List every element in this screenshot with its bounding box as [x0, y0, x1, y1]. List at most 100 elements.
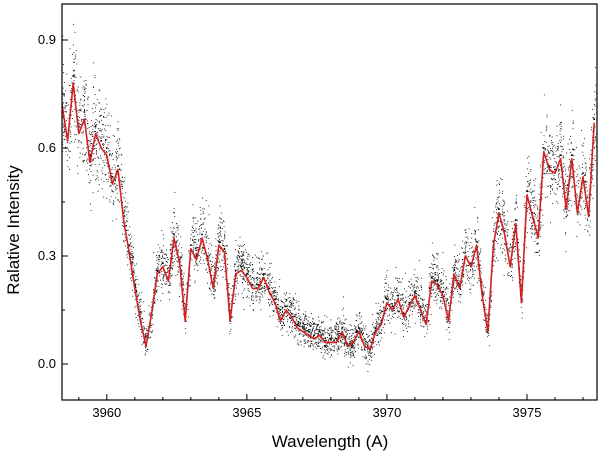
noise-point: [314, 346, 316, 348]
noise-point: [73, 75, 75, 77]
noise-point: [501, 252, 503, 254]
noise-point: [166, 249, 167, 251]
noise-point: [218, 232, 220, 234]
noise-point: [483, 295, 485, 297]
noise-point: [229, 293, 230, 295]
noise-point: [555, 193, 557, 195]
noise-point: [101, 119, 102, 121]
noise-point: [160, 265, 162, 267]
noise-point: [154, 301, 156, 303]
noise-point: [93, 159, 94, 161]
noise-point: [309, 324, 311, 326]
noise-point: [256, 284, 258, 286]
noise-point: [173, 261, 175, 263]
noise-point: [165, 281, 167, 283]
noise-point: [559, 122, 561, 123]
noise-point: [560, 121, 562, 123]
noise-point: [484, 304, 486, 306]
noise-point: [386, 274, 388, 276]
noise-point: [128, 234, 129, 236]
noise-point: [240, 264, 242, 266]
noise-point: [273, 311, 275, 313]
noise-point: [124, 215, 126, 217]
noise-point: [89, 149, 91, 151]
noise-point: [109, 150, 111, 152]
noise-point: [415, 301, 417, 303]
noise-point: [277, 319, 279, 321]
noise-point: [485, 309, 487, 310]
noise-point: [472, 270, 474, 272]
noise-point: [449, 318, 451, 320]
noise-point: [312, 318, 314, 319]
noise-point: [182, 283, 184, 285]
noise-point: [196, 263, 198, 265]
noise-point: [559, 133, 561, 135]
noise-point: [309, 334, 311, 336]
noise-point: [293, 337, 295, 339]
data-point: [156, 269, 159, 272]
noise-point: [393, 309, 395, 311]
noise-point: [163, 258, 165, 259]
noise-point: [367, 363, 369, 365]
noise-point: [352, 330, 354, 332]
noise-point: [162, 278, 164, 280]
noise-point: [108, 112, 110, 114]
noise-point: [424, 336, 426, 338]
noise-point: [103, 180, 105, 182]
noise-point: [439, 281, 441, 283]
noise-point: [281, 320, 283, 322]
noise-point: [282, 321, 284, 323]
noise-point: [168, 281, 170, 283]
noise-point: [247, 253, 249, 255]
noise-point: [91, 159, 93, 161]
noise-point: [589, 210, 591, 212]
noise-point: [197, 270, 199, 272]
noise-point: [423, 312, 425, 314]
noise-point: [438, 284, 440, 286]
noise-point: [253, 279, 255, 281]
noise-point: [335, 329, 337, 330]
noise-point: [308, 321, 310, 323]
noise-point: [174, 255, 176, 257]
noise-point: [434, 292, 436, 294]
noise-point: [250, 282, 252, 284]
noise-point: [567, 206, 569, 208]
noise-point: [291, 325, 293, 327]
noise-point: [580, 213, 582, 215]
noise-point: [515, 242, 517, 244]
noise-point: [421, 277, 423, 279]
noise-point: [514, 250, 516, 252]
noise-point: [592, 197, 594, 199]
noise-point: [141, 312, 143, 314]
noise-point: [261, 291, 263, 293]
noise-point: [330, 337, 332, 339]
noise-point: [395, 312, 397, 314]
noise-point: [68, 168, 70, 170]
noise-point: [419, 314, 421, 316]
noise-point: [70, 91, 72, 93]
noise-point: [433, 279, 435, 281]
noise-point: [446, 321, 448, 322]
noise-point: [479, 264, 481, 266]
noise-point: [457, 277, 459, 279]
noise-point: [112, 220, 114, 222]
noise-point: [432, 268, 434, 270]
noise-point: [366, 334, 368, 336]
noise-point: [195, 231, 197, 233]
noise-point: [222, 256, 224, 258]
noise-point: [563, 163, 565, 164]
noise-point: [558, 156, 560, 158]
noise-point: [91, 143, 93, 144]
noise-point: [90, 153, 92, 155]
noise-point: [241, 256, 243, 257]
noise-point: [410, 294, 412, 296]
noise-point: [398, 298, 400, 300]
noise-point: [252, 264, 254, 266]
noise-point: [151, 315, 153, 317]
noise-point: [256, 286, 257, 288]
noise-point: [562, 155, 564, 157]
noise-point: [514, 238, 516, 240]
noise-point: [303, 335, 305, 337]
noise-point: [342, 326, 344, 328]
noise-point: [74, 108, 76, 110]
